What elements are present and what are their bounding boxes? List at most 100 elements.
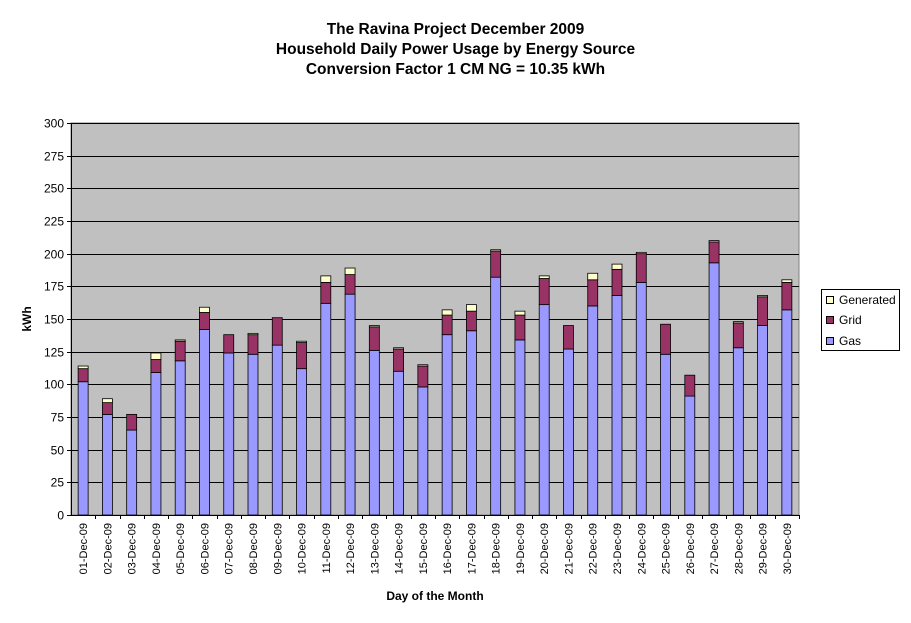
bar-grid	[465, 310, 477, 332]
bar-grid	[271, 317, 283, 346]
bar-grid	[296, 342, 307, 370]
x-tick-label: 23-Dec-09	[612, 523, 624, 574]
bar-grid	[732, 322, 744, 349]
bar-gas	[102, 413, 113, 516]
bar-grid	[563, 325, 574, 350]
bar-grid	[126, 413, 138, 431]
legend: Generated Grid Gas	[821, 289, 900, 351]
bar-grid	[684, 374, 696, 397]
bar-grid	[150, 359, 162, 373]
chart-subtitle-2: Conversion Factor 1 CM NG = 10.35 kWh	[305, 61, 606, 78]
bar-grid	[757, 296, 768, 326]
chart-title-block: The Ravina Project December 2009 Househo…	[0, 20, 911, 80]
y-tick-label: 100	[44, 378, 64, 392]
bar-grid	[708, 241, 720, 264]
bar-gas	[708, 262, 720, 516]
bar-grid	[611, 268, 623, 296]
bar-grid	[344, 274, 356, 295]
bar-gas	[393, 370, 405, 516]
x-tick-label: 11-Dec-09	[321, 523, 333, 574]
bar-gas	[538, 304, 550, 516]
bar-generated	[708, 240, 720, 243]
legend-label-generated: Generated	[839, 293, 896, 307]
bar-generated	[538, 275, 550, 279]
y-tick-label: 200	[44, 248, 64, 262]
x-tick-label: 05-Dec-09	[175, 523, 187, 574]
bar-grid	[102, 402, 113, 415]
bar-gas	[611, 295, 623, 516]
x-tick-label: 13-Dec-09	[369, 523, 381, 574]
x-tick-label: 07-Dec-09	[224, 523, 236, 574]
x-tick-label: 22-Dec-09	[588, 523, 600, 574]
bar-grid	[587, 279, 599, 307]
bar-generated	[102, 398, 113, 404]
x-tick-label: 20-Dec-09	[539, 523, 551, 574]
x-tick-label: 24-Dec-09	[636, 523, 648, 574]
x-tick-label: 15-Dec-09	[418, 523, 430, 574]
bar-generated	[344, 267, 356, 275]
bar-gas	[126, 429, 138, 516]
bar-grid	[490, 250, 502, 278]
bar-generated	[732, 321, 744, 324]
bar-gas	[271, 344, 283, 516]
x-tick-label: 26-Dec-09	[685, 523, 697, 574]
legend-swatch-grid	[826, 316, 834, 324]
x-axis-title: Day of the Month	[386, 589, 483, 603]
bar-gas	[490, 276, 502, 516]
legend-label-gas: Gas	[839, 334, 862, 348]
bar-gas	[684, 395, 696, 516]
bar-grid	[514, 314, 526, 341]
bar-grid	[320, 282, 332, 304]
y-tick-label: 250	[44, 182, 64, 196]
bar-generated	[781, 279, 793, 283]
x-tick-label: 30-Dec-09	[782, 523, 794, 574]
bar-grid	[77, 368, 89, 383]
y-tick-label: 275	[44, 150, 64, 164]
y-tick-label: 50	[51, 444, 65, 458]
y-tick-label: 75	[51, 411, 65, 425]
chart-title: The Ravina Project December 2009	[326, 21, 585, 38]
bar-gas	[77, 381, 89, 516]
bar-gas	[514, 339, 526, 516]
x-tick-label: 12-Dec-09	[345, 523, 357, 574]
y-tick-label: 225	[44, 215, 64, 229]
x-tick-label: 14-Dec-09	[394, 523, 406, 574]
x-tick-label: 01-Dec-09	[78, 523, 90, 574]
bar-generated	[611, 263, 623, 270]
x-tick-label: 21-Dec-09	[563, 523, 575, 574]
legend-label-grid: Grid	[839, 313, 862, 327]
bar-gas	[417, 386, 429, 516]
y-tick-label: 300	[44, 117, 64, 131]
bar-gas	[660, 353, 671, 516]
x-tick-label: 09-Dec-09	[272, 523, 284, 574]
bar-gas	[781, 309, 793, 516]
chart-subtitle-1: Household Daily Power Usage by Energy So…	[275, 41, 636, 58]
bar-gas	[199, 329, 210, 516]
bar-gas	[296, 368, 307, 516]
bar-gas	[344, 293, 356, 516]
bar-gas	[732, 347, 744, 516]
bar-grid	[368, 326, 380, 351]
y-axis-title: kWh	[20, 306, 34, 331]
x-tick-label: 27-Dec-09	[709, 523, 721, 574]
bar-grid	[247, 334, 259, 355]
x-tick-label: 18-Dec-09	[491, 523, 503, 574]
x-tick-label: 28-Dec-09	[733, 523, 745, 574]
bar-gas	[150, 372, 162, 516]
legend-swatch-gas	[826, 337, 834, 345]
bar-generated	[320, 275, 332, 283]
x-tick-label: 06-Dec-09	[199, 523, 211, 574]
bar-generated	[635, 251, 647, 255]
x-tick-label: 17-Dec-09	[466, 523, 478, 574]
x-tick-label: 16-Dec-09	[442, 523, 454, 574]
bar-generated	[393, 347, 405, 350]
bar-gas	[563, 348, 574, 516]
bar-gas	[757, 325, 768, 516]
bar-generated	[514, 310, 526, 316]
y-tick-label: 125	[44, 346, 64, 360]
bar-gas	[465, 330, 477, 516]
legend-swatch-generated	[826, 296, 834, 304]
bar-generated	[490, 249, 502, 252]
bar-generated	[296, 340, 307, 343]
